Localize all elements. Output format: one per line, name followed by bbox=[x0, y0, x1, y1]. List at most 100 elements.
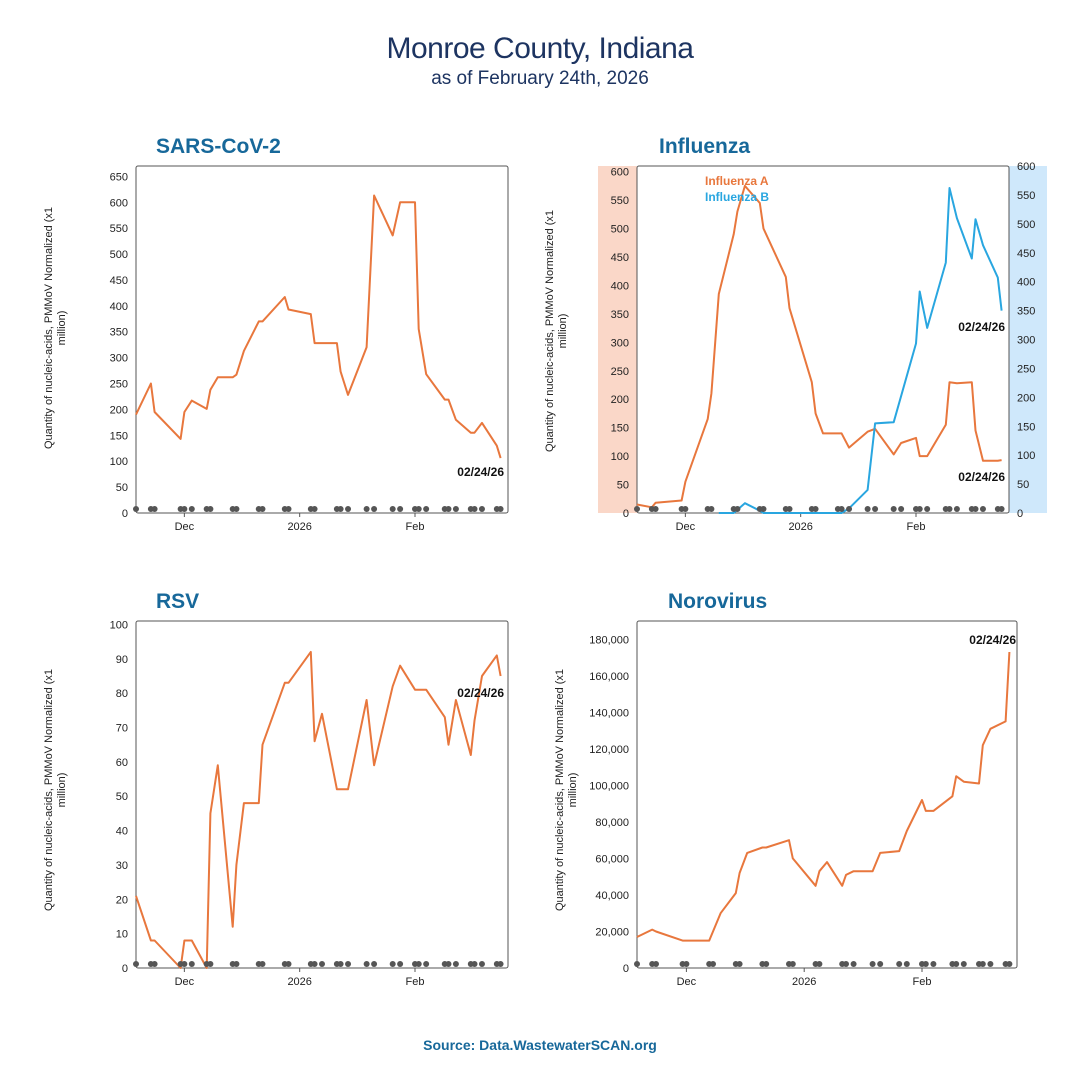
sample-date-marker bbox=[924, 506, 931, 512]
sample-date-marker bbox=[869, 961, 876, 967]
sample-date-marker bbox=[760, 506, 767, 512]
sample-date-marker bbox=[872, 506, 879, 512]
y-tick-label: 0 bbox=[122, 508, 128, 520]
y-tick-label: 200 bbox=[110, 404, 128, 416]
x-tick-label: Dec bbox=[676, 521, 696, 533]
sample-date-marker bbox=[903, 961, 910, 967]
end-date-label: 02/24/26 bbox=[969, 633, 1016, 647]
sample-date-marker bbox=[987, 961, 994, 967]
sample-date-marker bbox=[345, 506, 352, 512]
sample-date-marker bbox=[133, 506, 139, 512]
y-tick-label: 20 bbox=[116, 894, 128, 906]
sample-date-marker bbox=[789, 961, 796, 967]
plot-frame bbox=[135, 165, 509, 514]
series-line-main bbox=[636, 651, 1011, 942]
y-tick-label: 60,000 bbox=[595, 853, 629, 865]
sample-date-marker bbox=[415, 961, 422, 967]
y-tick-label: 150 bbox=[110, 430, 128, 442]
y-tick-label: 160,000 bbox=[589, 671, 629, 683]
sample-date-marker bbox=[471, 961, 478, 967]
x-tick-label: 2026 bbox=[287, 976, 311, 988]
right-axis-band bbox=[1009, 166, 1047, 513]
sample-date-marker bbox=[397, 506, 404, 512]
sample-date-marker bbox=[786, 506, 793, 512]
sample-date-marker bbox=[337, 961, 344, 967]
x-tick-label: Dec bbox=[175, 976, 195, 988]
x-tick-label: Feb bbox=[913, 976, 932, 988]
end-date-label: 02/24/26 bbox=[457, 465, 504, 479]
y-tick-label: 650 bbox=[110, 171, 128, 183]
chart-title-norovirus: Norovirus bbox=[668, 590, 768, 613]
y2-tick-label: 200 bbox=[1017, 392, 1035, 404]
sample-date-marker bbox=[812, 506, 819, 512]
sample-date-marker bbox=[478, 506, 485, 512]
sample-date-marker bbox=[850, 961, 857, 967]
x-tick-label: 2026 bbox=[788, 521, 812, 533]
end-date-label: 02/24/26 bbox=[457, 686, 504, 700]
x-tick-label: Feb bbox=[406, 976, 425, 988]
y-tick-label: 0 bbox=[623, 963, 629, 975]
y-tick-label: 500 bbox=[611, 224, 629, 236]
sample-date-marker bbox=[415, 506, 422, 512]
sample-date-marker bbox=[363, 961, 370, 967]
y-tick-label: 0 bbox=[623, 508, 629, 520]
end-date-label-a: 02/24/26 bbox=[958, 470, 1005, 484]
y-tick-label: 40,000 bbox=[595, 890, 629, 902]
sample-date-marker bbox=[207, 506, 214, 512]
sample-date-marker bbox=[233, 506, 240, 512]
sample-date-marker bbox=[151, 506, 158, 512]
y-tick-label: 20,000 bbox=[595, 926, 629, 938]
y2-tick-label: 600 bbox=[1017, 161, 1035, 173]
sample-date-marker bbox=[652, 506, 659, 512]
y-tick-label: 300 bbox=[611, 337, 629, 349]
y-tick-label: 80 bbox=[116, 688, 128, 700]
sample-date-marker bbox=[423, 961, 430, 967]
sample-date-marker bbox=[838, 506, 845, 512]
sample-date-marker bbox=[896, 961, 903, 967]
source-link[interactable]: Source: Data.WastewaterSCAN.org bbox=[423, 1037, 657, 1053]
sample-date-marker bbox=[979, 961, 986, 967]
y2-tick-label: 150 bbox=[1017, 421, 1035, 433]
sample-date-marker bbox=[259, 506, 266, 512]
y-tick-label: 40 bbox=[116, 826, 128, 838]
sample-date-marker bbox=[371, 961, 378, 967]
page-subtitle: as of February 24th, 2026 bbox=[431, 68, 649, 89]
x-tick-label: Feb bbox=[907, 521, 926, 533]
y2-tick-label: 500 bbox=[1017, 219, 1035, 231]
sample-date-marker bbox=[133, 961, 139, 967]
x-tick-label: Dec bbox=[677, 976, 697, 988]
sample-date-marker bbox=[763, 961, 770, 967]
y-tick-label: 450 bbox=[611, 252, 629, 264]
y-tick-label: 200 bbox=[611, 394, 629, 406]
y-tick-label: 550 bbox=[110, 223, 128, 235]
y-tick-label: 90 bbox=[116, 654, 128, 666]
sample-date-marker bbox=[953, 961, 960, 967]
y-tick-label: 400 bbox=[110, 301, 128, 313]
sample-date-marker bbox=[736, 961, 743, 967]
sample-date-marker bbox=[634, 506, 640, 512]
sample-date-marker bbox=[683, 961, 690, 967]
x-tick-label: 2026 bbox=[287, 521, 311, 533]
sample-date-marker bbox=[708, 506, 715, 512]
y-tick-label: 50 bbox=[116, 482, 128, 494]
sample-date-marker bbox=[452, 506, 459, 512]
sample-date-marker bbox=[497, 506, 504, 512]
sample-date-marker bbox=[423, 506, 430, 512]
sample-date-marker bbox=[682, 506, 689, 512]
sample-date-marker bbox=[188, 961, 195, 967]
y2-tick-label: 0 bbox=[1017, 508, 1023, 520]
sample-date-marker bbox=[734, 506, 741, 512]
y-tick-label: 140,000 bbox=[589, 707, 629, 719]
plot-frame bbox=[636, 620, 1018, 969]
sample-date-marker bbox=[953, 506, 960, 512]
y2-tick-label: 50 bbox=[1017, 479, 1029, 491]
page-title: Monroe County, Indiana bbox=[386, 32, 694, 65]
y-tick-label: 250 bbox=[611, 366, 629, 378]
sample-date-marker bbox=[843, 961, 849, 967]
sample-date-marker bbox=[233, 961, 240, 967]
y-tick-label: 450 bbox=[110, 275, 128, 287]
x-tick-label: Feb bbox=[406, 521, 425, 533]
sample-date-marker bbox=[151, 961, 158, 967]
sample-date-marker bbox=[445, 961, 452, 967]
y2-tick-label: 400 bbox=[1017, 277, 1035, 289]
